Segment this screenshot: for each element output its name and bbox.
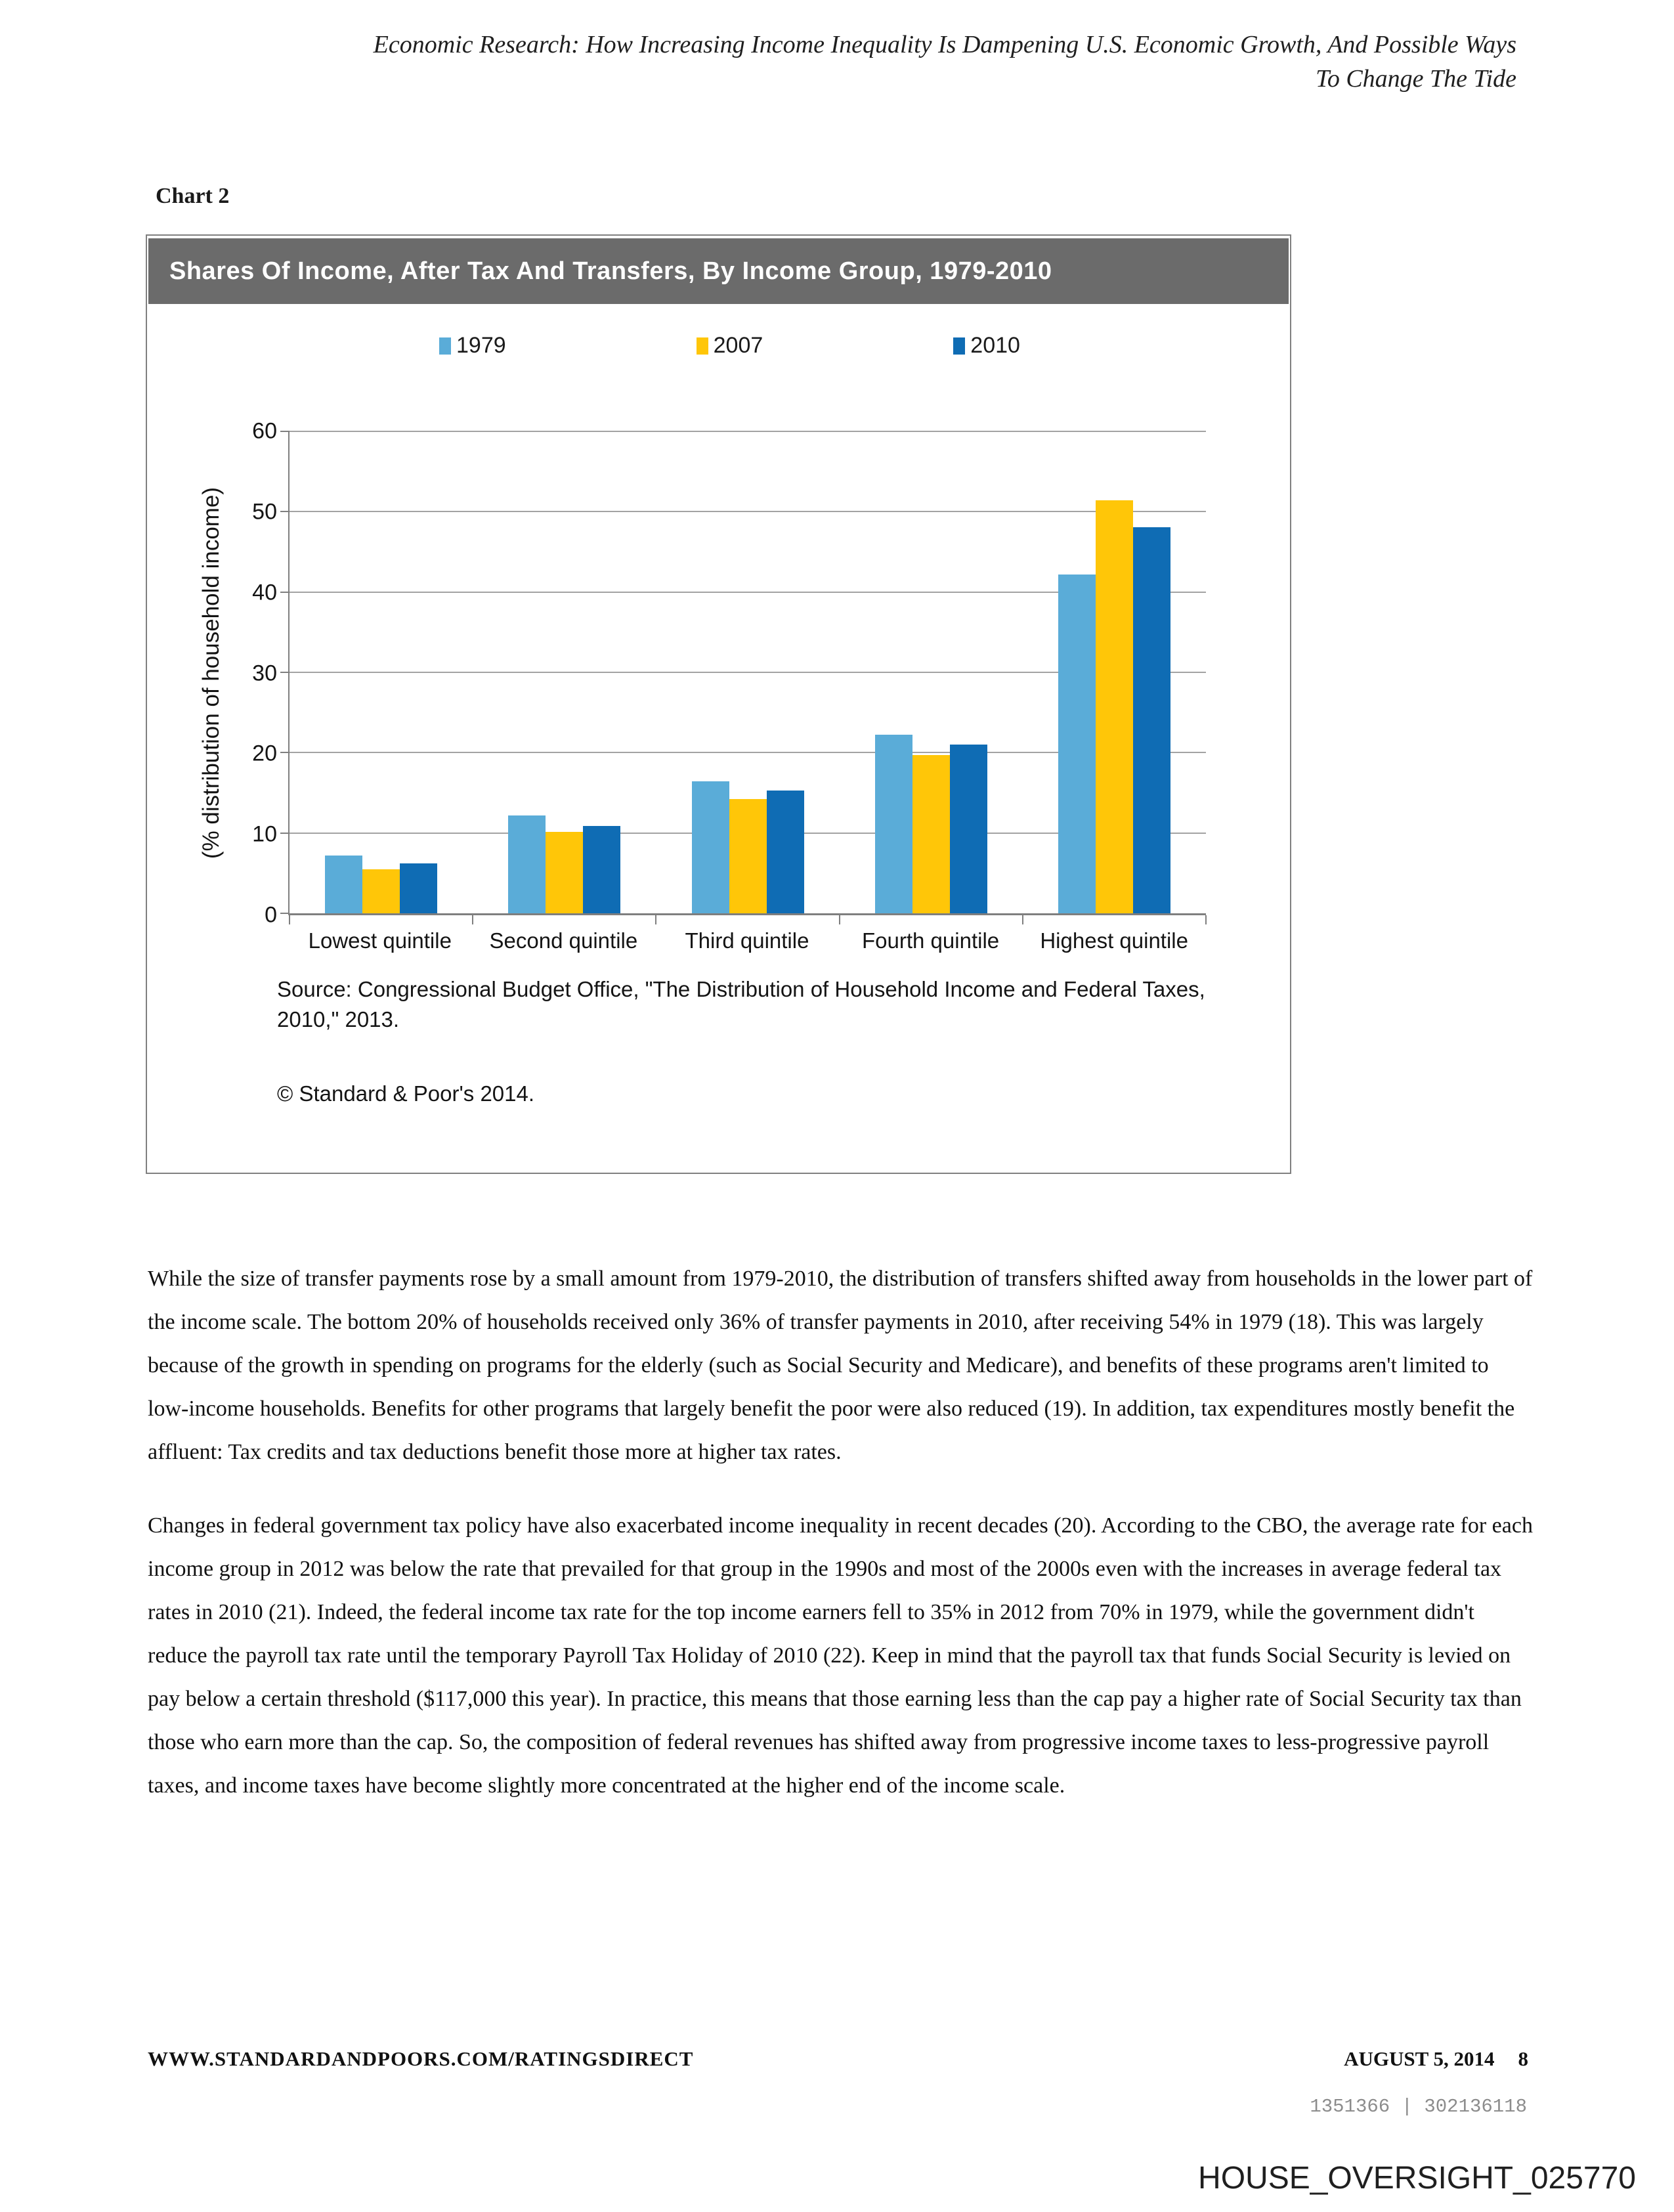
y-tick-mark: [280, 431, 290, 432]
legend-swatch-icon: [439, 337, 451, 355]
x-axis-label: Highest quintile: [1040, 928, 1188, 953]
chart-copyright: © Standard & Poor's 2014.: [277, 1081, 535, 1106]
gridline: [290, 752, 1206, 754]
y-tick-mark: [280, 511, 290, 513]
chart-container: Shares Of Income, After Tax And Transfer…: [146, 234, 1291, 1174]
bar-1979: [1058, 574, 1096, 913]
y-tick-mark: [280, 672, 290, 673]
header-line-1: Economic Research: How Increasing Income…: [373, 31, 1516, 58]
footer-right: AUGUST 5, 2014 8: [1344, 2047, 1528, 2071]
legend-swatch-icon: [696, 337, 708, 355]
gridline: [290, 591, 1206, 593]
y-tick-label: 10: [252, 821, 277, 847]
bar-1979: [874, 735, 912, 913]
y-tick-label: 20: [252, 741, 277, 766]
bar-2010: [949, 745, 987, 913]
paragraph-2: Changes in federal government tax policy…: [148, 1513, 1533, 1798]
legend-label: 2007: [713, 333, 763, 358]
x-axis-label: Second quintile: [489, 928, 638, 953]
bar-2007: [912, 755, 950, 913]
chart-legend: 1979 2007 2010: [147, 333, 1290, 358]
bar-group-second-quintile: [473, 431, 656, 913]
x-tick-mark: [472, 915, 474, 924]
y-tick-label: 40: [252, 580, 277, 605]
x-axis-label: Third quintile: [685, 928, 809, 953]
x-tick-mark: [655, 915, 657, 924]
page-footer: WWW.STANDARDANDPOORS.COM/RATINGSDIRECT A…: [148, 2047, 1528, 2071]
x-axis-label: Lowest quintile: [308, 928, 452, 953]
bar-2010: [583, 825, 621, 913]
bar-group-fourth-quintile: [840, 431, 1023, 913]
y-tick-mark: [280, 752, 290, 754]
bar-group-third-quintile: [656, 431, 839, 913]
bar-2007: [1095, 500, 1133, 913]
bar-group-highest-quintile: [1023, 431, 1206, 913]
legend-item-1979: 1979: [439, 333, 506, 358]
chart-title: Shares Of Income, After Tax And Transfer…: [148, 238, 1289, 304]
gridline: [290, 431, 1206, 432]
bar-2010: [766, 790, 804, 913]
y-tick-label: 50: [252, 499, 277, 525]
x-axis-labels: Lowest quintile Second quintile Third quin…: [288, 928, 1206, 953]
gridline: [290, 511, 1206, 513]
bars-row: [290, 431, 1206, 913]
legend-item-2010: 2010: [953, 333, 1020, 358]
gridline: [290, 672, 1206, 673]
y-tick-label: 30: [252, 661, 277, 685]
chart-label: Chart 2: [156, 184, 230, 208]
footer-url: WWW.STANDARDANDPOORS.COM/RATINGSDIRECT: [148, 2047, 694, 2070]
bar-2007: [546, 832, 584, 913]
bar-1979: [508, 815, 546, 913]
legend-swatch-icon: [953, 337, 966, 355]
footer-page-number: 8: [1518, 2047, 1529, 2070]
watermark-text: HOUSE_OVERSIGHT_025770: [1198, 2161, 1636, 2196]
x-tick-mark: [838, 915, 840, 924]
y-axis-ticks: 0 10 20 30 40 50 60: [206, 419, 277, 928]
footer-date: AUGUST 5, 2014: [1344, 2047, 1495, 2070]
bar-2007: [729, 799, 767, 913]
bar-1979: [691, 781, 729, 913]
y-tick-mark: [280, 832, 290, 834]
legend-item-2007: 2007: [696, 333, 763, 358]
body-text: While the size of transfer payments rose…: [148, 1257, 1533, 1838]
bar-2010: [1132, 527, 1170, 913]
legend-label: 2010: [970, 333, 1020, 358]
x-tick-mark: [289, 915, 290, 924]
y-tick-label: 60: [252, 418, 277, 444]
document-header: Economic Research: How Increasing Income…: [158, 28, 1516, 96]
plot-area: [280, 431, 1207, 924]
header-line-2: To Change The Tide: [1316, 65, 1516, 93]
paragraph-1: While the size of transfer payments rose…: [148, 1267, 1533, 1464]
chart-source: Source: Congressional Budget Office, "Th…: [277, 977, 1205, 1031]
x-axis-label: Fourth quintile: [862, 928, 1000, 953]
x-tick-mark: [1205, 915, 1207, 924]
y-tick-mark: [280, 591, 290, 593]
y-tick-label: 0: [265, 902, 277, 928]
bar-group-lowest-quintile: [290, 431, 473, 913]
y-tick-mark: [280, 913, 290, 914]
legend-label: 1979: [456, 333, 506, 358]
footer-doc-id: 1351366 | 302136118: [1310, 2096, 1527, 2117]
bar-2010: [400, 863, 438, 913]
bar-2007: [362, 869, 400, 913]
bar-1979: [325, 855, 363, 913]
x-tick-mark: [1021, 915, 1023, 924]
